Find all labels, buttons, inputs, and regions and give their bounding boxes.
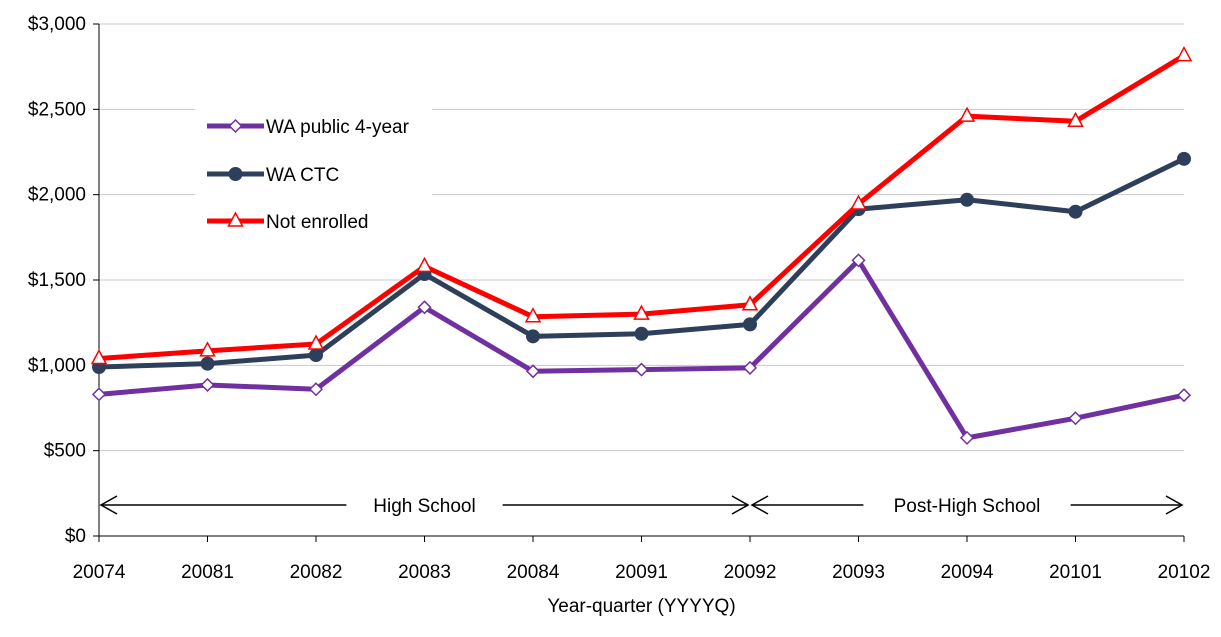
annotation-label: Post-High School	[894, 496, 1041, 517]
data-point-marker	[200, 377, 215, 393]
x-axis-ticks: 20074 20081 20082 20083 20084 20091 20092 20093…	[73, 536, 1211, 583]
legend-label: Not enrolled	[266, 212, 368, 233]
data-point-marker	[199, 341, 216, 357]
data-point-marker	[633, 304, 650, 320]
y-tick-label: $1,000	[28, 355, 86, 376]
x-tick-label: 20082	[290, 562, 343, 583]
x-tick-label: 20074	[73, 562, 126, 583]
data-point-marker	[1176, 388, 1192, 403]
data-series	[90, 45, 1193, 445]
period-annotation: High School	[99, 495, 750, 517]
data-point-marker	[524, 307, 542, 323]
y-tick-label: $3,000	[28, 14, 86, 35]
data-point-marker	[634, 362, 649, 377]
x-tick-label: 20102	[1158, 562, 1211, 583]
data-point-marker	[634, 326, 649, 341]
legend-item: Not enrolled	[207, 211, 368, 233]
data-point-marker	[526, 329, 540, 344]
annotation-arrowhead-left	[99, 495, 118, 515]
y-tick-label: $500	[44, 441, 86, 462]
legend-label: WA public 4-year	[266, 117, 410, 138]
y-tick-label: $2,000	[28, 185, 86, 206]
legend-label: WA CTC	[266, 165, 339, 186]
data-point-marker	[851, 253, 866, 268]
data-point-marker	[1068, 411, 1083, 426]
y-tick-label: $1,500	[28, 270, 86, 291]
series-wa-public-4-year	[91, 253, 1192, 445]
data-point-marker	[416, 256, 433, 273]
period-annotations: High School Post-High School	[99, 495, 1184, 517]
x-axis-title: Year-quarter (YYYYQ)	[547, 596, 735, 617]
data-point-marker	[958, 106, 976, 122]
data-point-marker	[307, 334, 325, 350]
period-annotation: Post-High School	[750, 495, 1184, 517]
data-point-marker	[227, 211, 244, 227]
x-tick-label: 20094	[941, 562, 994, 583]
legend: WA public 4-year WA CTC Not enrolled	[195, 100, 432, 242]
annotation-label: High School	[373, 496, 475, 517]
annotation-arrowhead-left	[750, 495, 769, 515]
y-tick-label: $0	[65, 526, 86, 547]
legend-item: WA public 4-year	[207, 117, 410, 138]
data-point-marker	[200, 356, 215, 371]
x-tick-label: 20081	[181, 562, 234, 583]
data-point-marker	[417, 300, 432, 315]
x-tick-label: 20092	[724, 562, 777, 583]
data-point-marker	[960, 192, 974, 207]
x-tick-label: 20093	[832, 562, 885, 583]
data-point-marker	[1175, 45, 1193, 62]
data-point-marker	[741, 295, 759, 311]
data-point-marker	[742, 360, 758, 375]
series-not-enrolled	[90, 45, 1193, 365]
data-point-marker	[743, 317, 757, 332]
data-point-marker	[1068, 204, 1083, 219]
data-point-marker	[228, 118, 243, 134]
data-point-marker	[1177, 151, 1191, 166]
data-point-marker	[850, 194, 867, 210]
data-point-marker	[525, 364, 541, 379]
x-tick-label: 20091	[615, 562, 668, 583]
x-tick-label: 20101	[1049, 562, 1102, 583]
x-tick-label: 20084	[507, 562, 560, 583]
data-point-marker	[308, 382, 324, 397]
legend-item: WA CTC	[207, 165, 339, 186]
data-point-marker	[959, 430, 975, 445]
y-tick-label: $2,500	[28, 99, 86, 120]
annotation-arrowhead-right	[1165, 495, 1184, 515]
x-tick-label: 20083	[398, 562, 451, 583]
y-axis-ticks: $0 $500 $1,000 $1,500 $2,000 $2,500 $3,000	[28, 14, 99, 547]
data-point-marker	[1067, 111, 1084, 128]
data-point-marker	[91, 387, 107, 402]
annotation-arrowhead-right	[731, 495, 750, 515]
data-point-marker	[228, 167, 243, 181]
data-point-marker	[90, 348, 108, 365]
data-point-marker	[309, 348, 323, 363]
